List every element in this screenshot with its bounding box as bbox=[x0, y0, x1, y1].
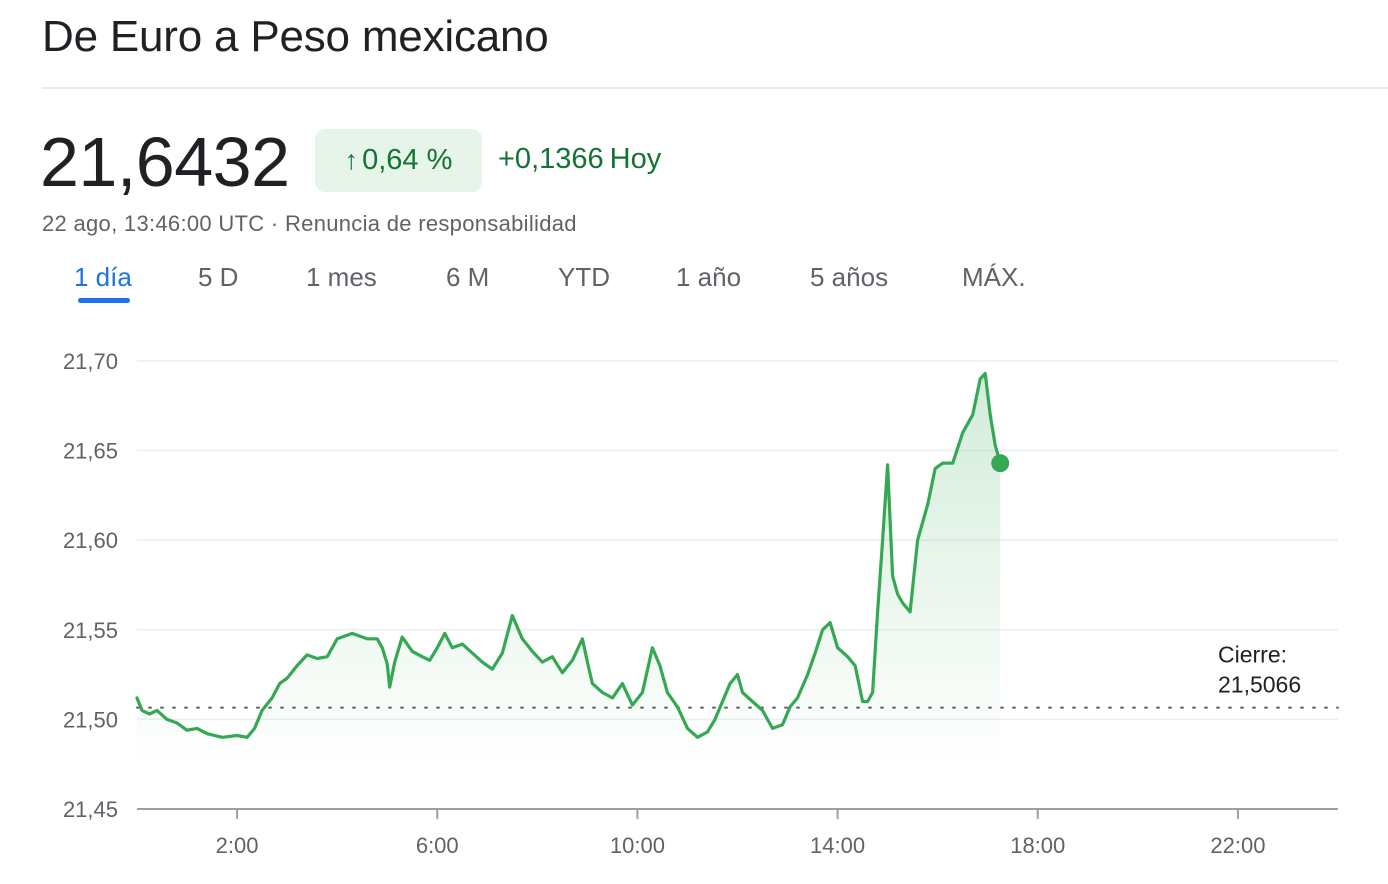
y-tick-label: 21,65 bbox=[63, 439, 118, 464]
current-price: 21,6432 bbox=[40, 123, 290, 201]
x-tick-label: 22:00 bbox=[1210, 833, 1265, 858]
y-tick-label: 21,55 bbox=[63, 618, 118, 643]
quote-timestamp: 22 ago, 13:46:00 UTC bbox=[42, 211, 265, 236]
tab-5-d[interactable]: 5 D bbox=[198, 262, 239, 292]
price-chart[interactable]: 21,45 21,50 21,55 21,60 21,65 21,70 2:00 6:00 10… bbox=[0, 330, 1388, 884]
x-tick-label: 10:00 bbox=[610, 833, 665, 858]
series-area bbox=[137, 373, 1001, 769]
x-tick-label: 6:00 bbox=[416, 833, 459, 858]
change-percent-badge: ↑ 0,64 % bbox=[315, 129, 482, 192]
tab-1-dia[interactable]: 1 día bbox=[74, 262, 132, 292]
y-tick-label: 21,60 bbox=[63, 528, 118, 553]
x-tick-label: 18:00 bbox=[1010, 833, 1065, 858]
tab-ytd[interactable]: YTD bbox=[558, 262, 610, 292]
change-absolute-value: +0,1366 bbox=[498, 143, 604, 175]
disclaimer-link[interactable]: Renuncia de responsabilidad bbox=[284, 211, 577, 236]
y-tick-label: 21,50 bbox=[63, 707, 118, 732]
arrow-up-icon: ↑ bbox=[344, 145, 359, 175]
page-title: De Euro a Peso mexicano bbox=[42, 12, 549, 61]
active-tab-indicator bbox=[78, 298, 130, 303]
header-divider bbox=[42, 87, 1388, 89]
change-period: Hoy bbox=[609, 143, 662, 175]
range-tabs: 1 día 5 D 1 mes 6 M YTD 1 año 5 años MÁX… bbox=[0, 262, 1100, 312]
change-absolute: +0,1366 Hoy bbox=[498, 143, 661, 176]
meta-separator: · bbox=[270, 211, 279, 236]
tab-5-anos[interactable]: 5 años bbox=[810, 262, 889, 292]
x-tick-label: 2:00 bbox=[216, 833, 259, 858]
change-percent: 0,64 % bbox=[362, 144, 453, 176]
previous-close-value: 21,5066 bbox=[1218, 672, 1301, 698]
current-price-marker bbox=[991, 454, 1010, 473]
x-tick-label: 14:00 bbox=[810, 833, 865, 858]
tab-1-mes[interactable]: 1 mes bbox=[306, 262, 377, 292]
series-line bbox=[135, 371, 1002, 739]
previous-close-label: Cierre: bbox=[1218, 642, 1287, 668]
y-tick-label: 21,45 bbox=[63, 797, 118, 822]
tab-max[interactable]: MÁX. bbox=[962, 262, 1026, 292]
y-tick-label: 21,70 bbox=[63, 349, 118, 374]
quote-meta: 22 ago, 13:46:00 UTC · Renuncia de respo… bbox=[42, 211, 577, 237]
tab-1-ano[interactable]: 1 año bbox=[676, 262, 742, 292]
tab-6-m[interactable]: 6 M bbox=[446, 262, 490, 292]
